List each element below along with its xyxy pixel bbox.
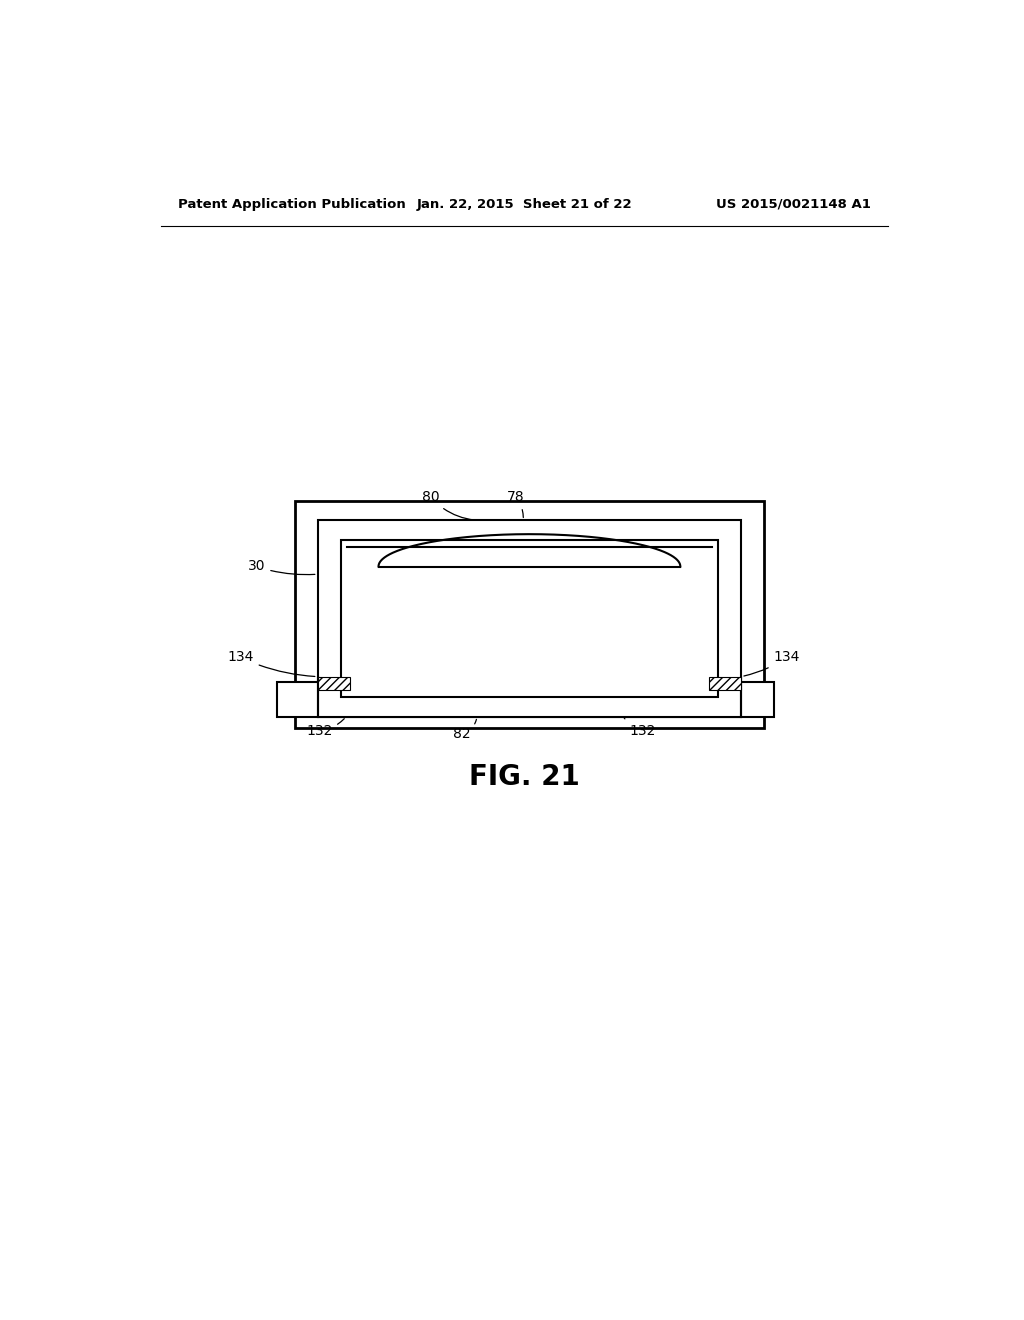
Text: 132: 132 bbox=[306, 718, 344, 738]
Text: Patent Application Publication: Patent Application Publication bbox=[178, 198, 407, 211]
Text: 82: 82 bbox=[453, 719, 476, 742]
Text: 30: 30 bbox=[248, 560, 315, 574]
Text: Jan. 22, 2015  Sheet 21 of 22: Jan. 22, 2015 Sheet 21 of 22 bbox=[417, 198, 633, 211]
Bar bbox=[295, 502, 764, 729]
Bar bbox=[709, 677, 741, 690]
Text: FIG. 21: FIG. 21 bbox=[469, 763, 581, 791]
Bar bbox=[341, 540, 718, 697]
Text: 80: 80 bbox=[422, 490, 474, 520]
Text: 134: 134 bbox=[743, 651, 800, 676]
Bar bbox=[317, 677, 350, 690]
Text: US 2015/0021148 A1: US 2015/0021148 A1 bbox=[717, 198, 871, 211]
Bar bbox=[317, 520, 741, 717]
Text: 134: 134 bbox=[227, 651, 315, 676]
Bar bbox=[276, 682, 773, 717]
Text: 78: 78 bbox=[507, 490, 524, 517]
Text: 132: 132 bbox=[624, 717, 655, 738]
